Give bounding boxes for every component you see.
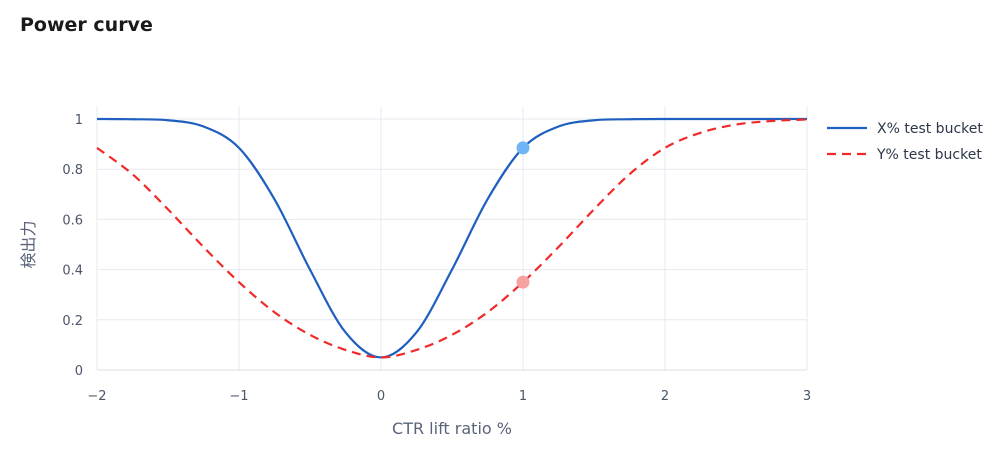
x-tick-label: −2 — [87, 389, 106, 404]
series-line-2 — [96, 118, 808, 359]
legend-item-1[interactable]: X% test bucket — [827, 121, 983, 137]
y-axis-label: 検出力 — [19, 220, 38, 268]
x-tick-label: 2 — [661, 389, 669, 404]
grid-lines — [96, 107, 808, 371]
legend-item-2[interactable]: Y% test bucket — [827, 147, 982, 163]
y-tick-label: 1 — [75, 113, 83, 128]
y-tick-label: 0.6 — [62, 213, 83, 228]
series-lines — [96, 117, 808, 359]
x-tick-label: 1 — [519, 389, 527, 404]
series-marker-2[interactable] — [516, 275, 530, 289]
x-axis-label: CTR lift ratio % — [392, 419, 512, 438]
legend-label: X% test bucket — [877, 121, 983, 137]
series-line-1 — [96, 117, 807, 359]
y-axis-ticks: 0 0.2 0.4 0.6 0.8 1 — [62, 113, 83, 379]
legend-label: Y% test bucket — [876, 147, 982, 163]
chart-title: Power curve — [20, 14, 153, 36]
y-tick-label: 0.8 — [62, 163, 83, 178]
y-tick-label: 0.2 — [62, 314, 83, 329]
legend[interactable]: X% test bucket Y% test bucket — [827, 121, 983, 163]
x-axis-ticks: −2 −1 0 1 2 3 — [87, 389, 811, 404]
x-tick-label: 0 — [377, 389, 385, 404]
series-markers — [516, 141, 530, 289]
y-tick-label: 0 — [75, 364, 83, 379]
x-tick-label: −1 — [229, 389, 248, 404]
y-tick-label: 0.4 — [62, 264, 83, 279]
x-tick-label: 3 — [803, 389, 811, 404]
series-marker-1[interactable] — [516, 141, 530, 155]
